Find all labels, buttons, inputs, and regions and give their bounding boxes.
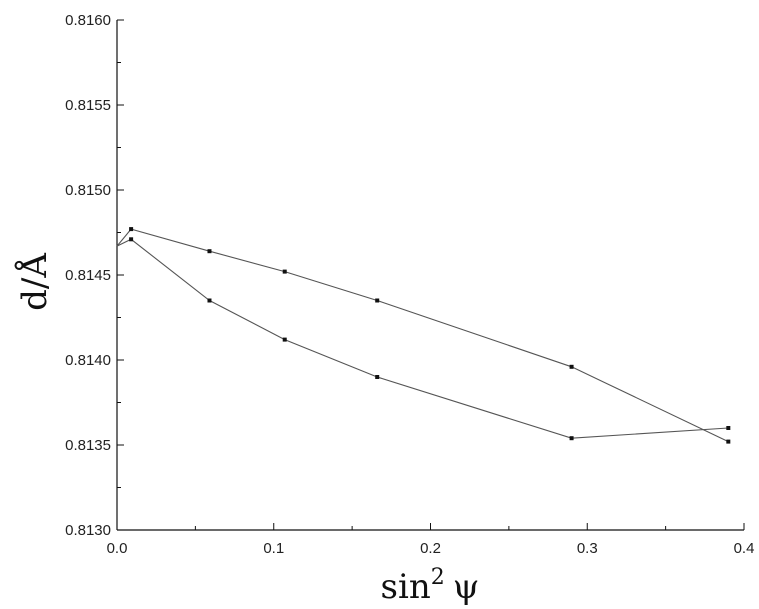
x-tick-label: 0.3 bbox=[577, 540, 598, 557]
y-tick-label: 0.8140 bbox=[65, 352, 111, 369]
series-2-point bbox=[569, 436, 574, 441]
series-1-point bbox=[129, 227, 134, 232]
ticks bbox=[116, 19, 745, 531]
y-axis-title: d/Å bbox=[14, 253, 55, 311]
y-tick-label: 0.8155 bbox=[65, 97, 111, 114]
y-tick-label: 0.8160 bbox=[65, 12, 111, 29]
series-2-point bbox=[726, 426, 731, 430]
series-lines bbox=[116, 228, 729, 443]
series-markers bbox=[129, 227, 731, 444]
y-tick-label: 0.8145 bbox=[65, 267, 111, 284]
series-1-point bbox=[375, 298, 380, 303]
x-tick-label: 0.1 bbox=[263, 540, 284, 557]
series-1-line bbox=[116, 228, 729, 443]
series-2-point bbox=[375, 375, 380, 379]
y-tick-label: 0.8135 bbox=[65, 437, 111, 454]
series-2-point bbox=[282, 337, 287, 342]
x-tick-label: 0.0 bbox=[107, 540, 128, 557]
axes bbox=[116, 20, 744, 531]
series-1-point bbox=[207, 249, 212, 254]
x-axis-title: sin2 ψ bbox=[381, 565, 480, 607]
series-1-point bbox=[282, 269, 287, 274]
series-2-line bbox=[116, 238, 729, 439]
series-1-point bbox=[569, 364, 574, 369]
series-2-point bbox=[207, 298, 212, 303]
y-tick-label: 0.8150 bbox=[65, 182, 111, 199]
series-2-point bbox=[129, 237, 134, 242]
y-tick-label: 0.8130 bbox=[65, 522, 111, 539]
x-tick-label: 0.4 bbox=[734, 540, 755, 557]
x-tick-label: 0.2 bbox=[420, 540, 441, 557]
series-1-point bbox=[726, 439, 731, 444]
tick-labels: 0.8130 0.8135 0.8140 0.8145 0.8150 0.8155 0.81… bbox=[65, 12, 754, 557]
